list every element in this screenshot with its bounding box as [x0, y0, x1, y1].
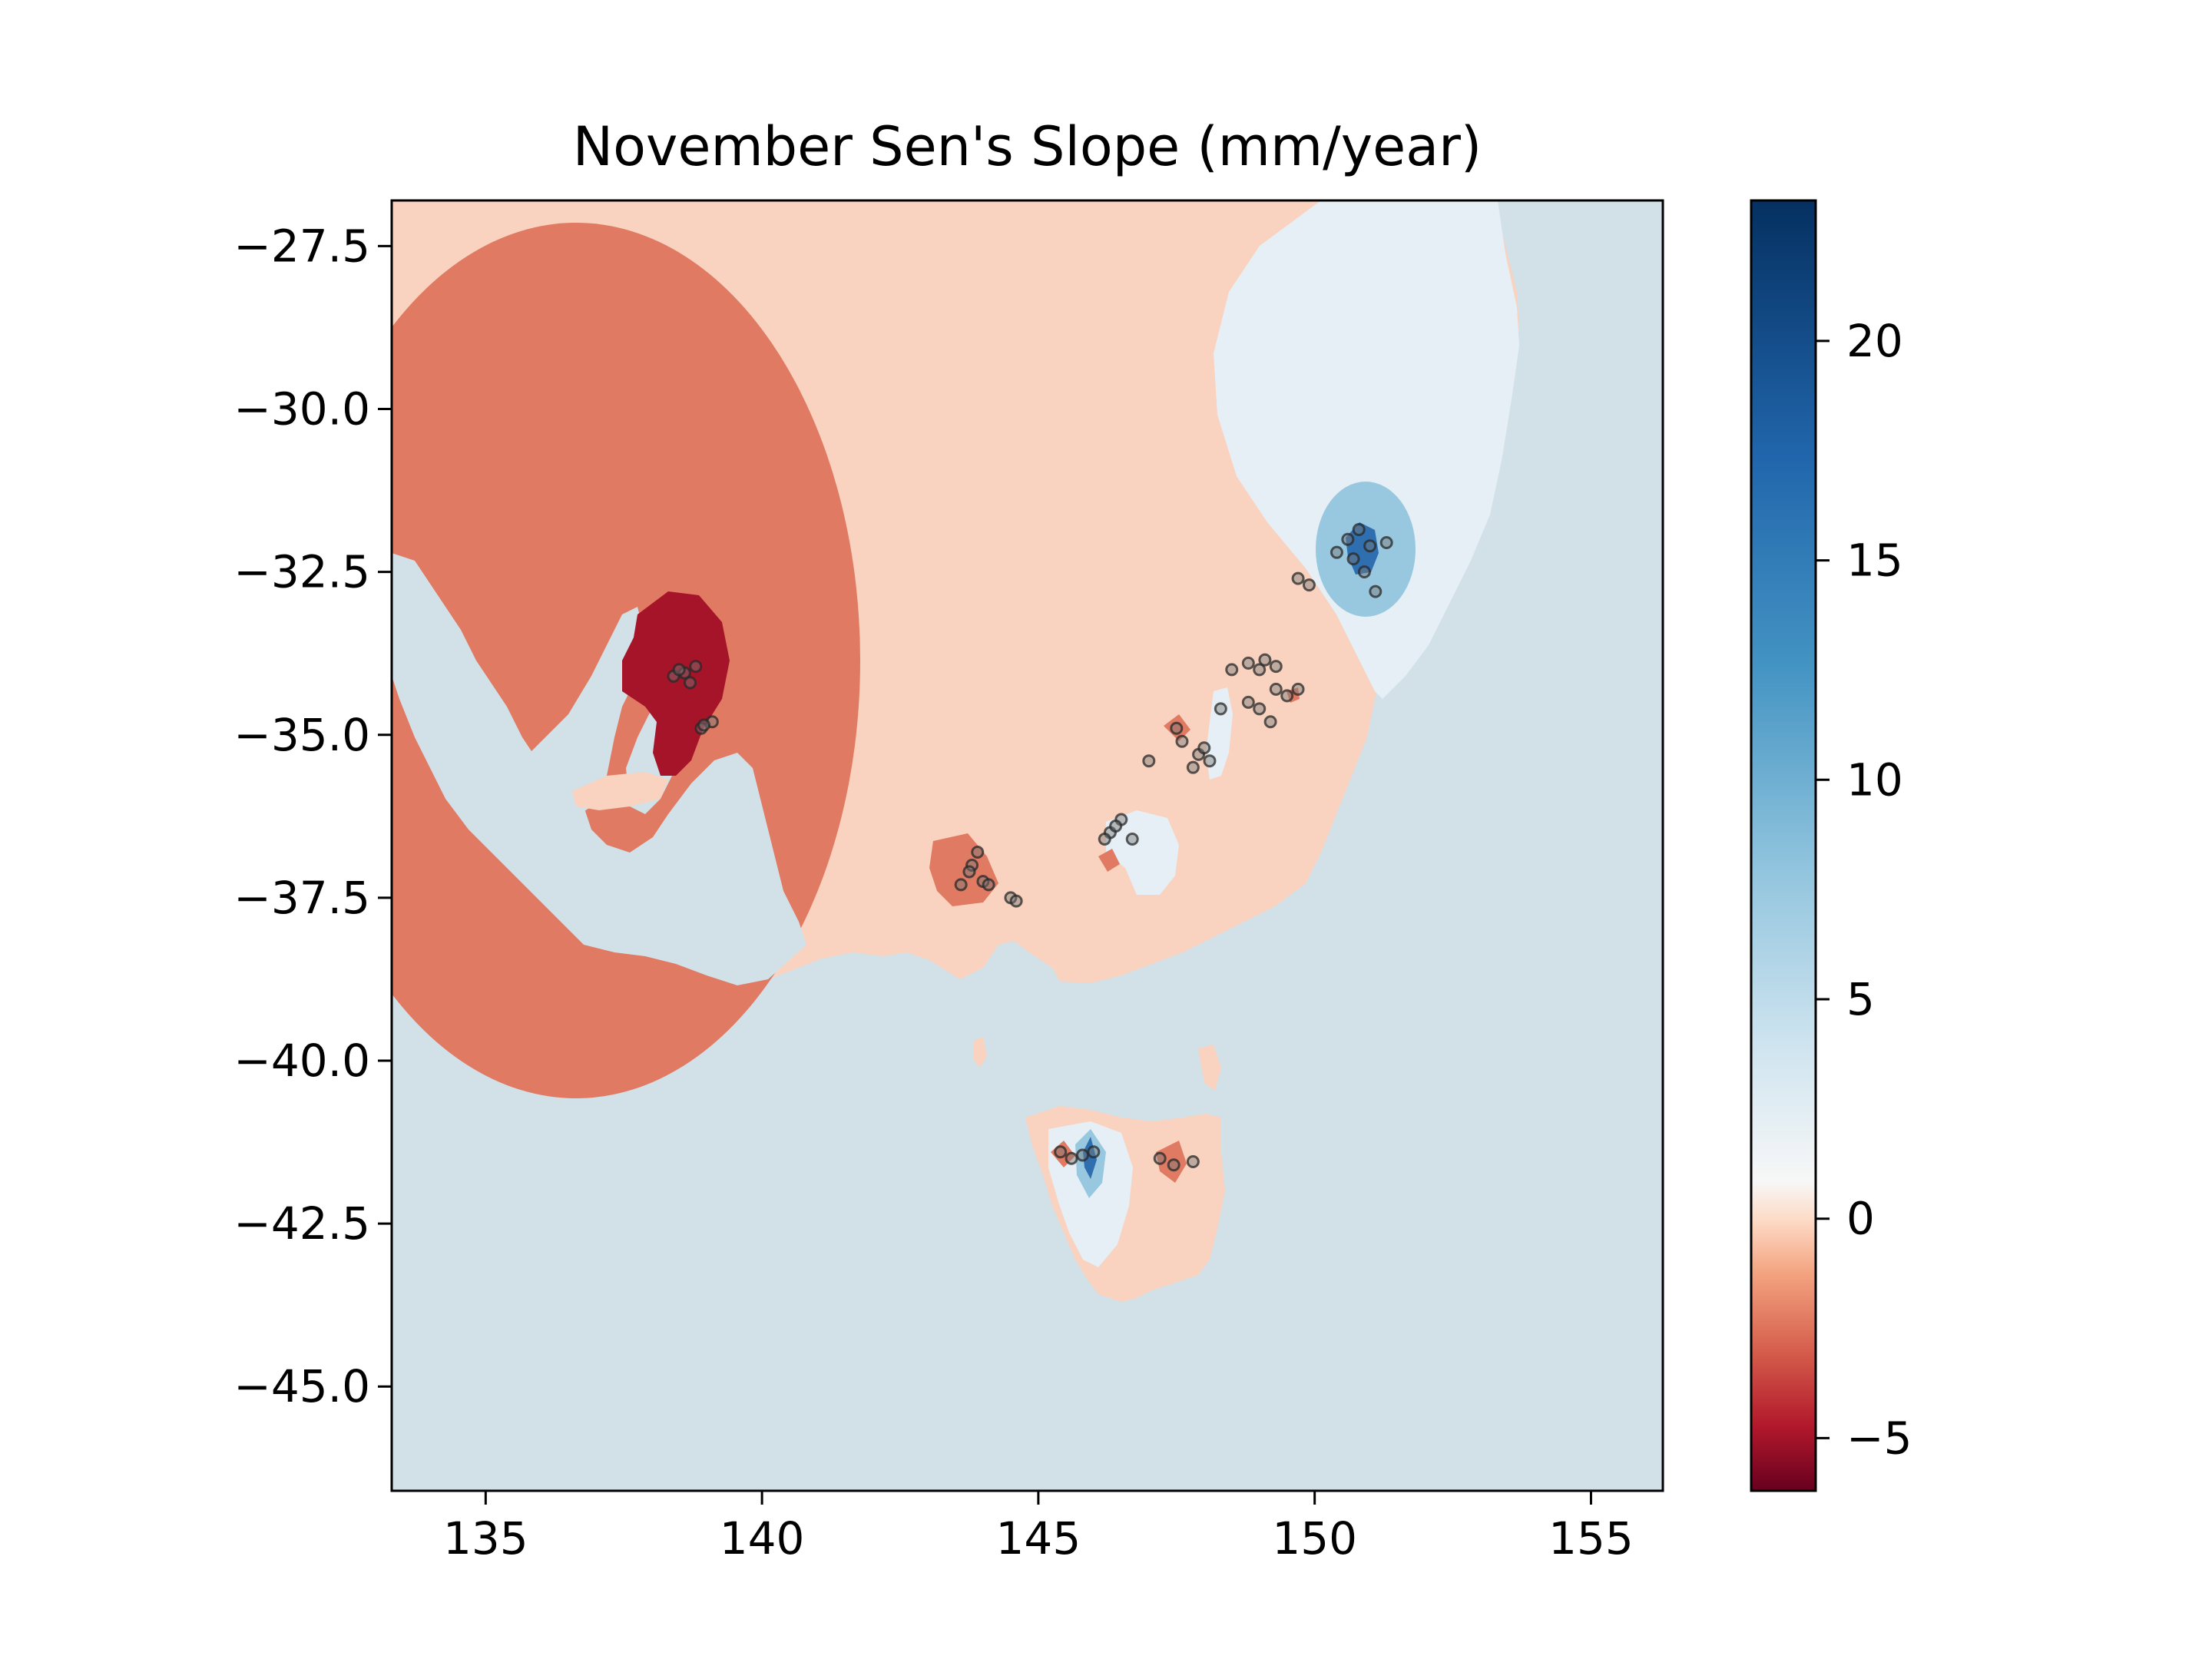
- station-marker: [1203, 754, 1217, 768]
- colorbar-tick-label: 10: [1846, 753, 1903, 806]
- station-marker: [1341, 532, 1355, 546]
- station-marker: [1075, 1148, 1089, 1162]
- station-marker: [1302, 578, 1316, 592]
- station-marker: [1186, 1155, 1200, 1169]
- station-marker: [965, 858, 979, 872]
- station-marker: [1197, 741, 1211, 755]
- region-positive-victoria: [1106, 810, 1179, 895]
- colorbar-tick-label: 5: [1846, 973, 1875, 1025]
- ocean-gulf-west: [392, 553, 806, 985]
- station-marker: [1098, 833, 1111, 846]
- colorbar: [1750, 199, 1817, 1492]
- station-marker: [1225, 663, 1239, 677]
- colorbar-tick-label: −5: [1846, 1412, 1912, 1464]
- ocean-spencer-gulf: [530, 607, 645, 822]
- station-marker: [1170, 721, 1184, 735]
- y-tick-label: −40.0: [233, 1035, 370, 1087]
- station-marker: [672, 663, 686, 677]
- station-marker: [1269, 682, 1283, 696]
- station-marker: [1379, 535, 1393, 549]
- station-marker: [1065, 1151, 1078, 1165]
- station-marker: [1253, 663, 1267, 677]
- colorbar-tick-label: 15: [1846, 535, 1903, 587]
- region-negative-tasmania-east: [1156, 1141, 1187, 1183]
- y-tick-label: −30.0: [233, 383, 370, 435]
- land-flinders-island: [1198, 1045, 1221, 1091]
- station-marker: [689, 660, 703, 674]
- station-marker: [1241, 695, 1255, 709]
- station-marker: [1186, 760, 1200, 774]
- station-marker: [1269, 660, 1283, 674]
- station-marker: [1142, 754, 1156, 768]
- land-king-island: [974, 1037, 987, 1068]
- map-plot-area: [392, 200, 1663, 1491]
- station-marker: [1369, 584, 1382, 598]
- station-marker: [1357, 565, 1371, 579]
- x-tick-label: 145: [996, 1512, 1081, 1565]
- station-marker: [971, 845, 985, 859]
- station-marker: [1153, 1151, 1167, 1165]
- station-marker: [962, 865, 976, 879]
- station-marker: [1175, 734, 1189, 748]
- x-tick-label: 135: [443, 1512, 528, 1565]
- region-negative-nsw-spot-1: [1164, 714, 1190, 741]
- colorbar-tick-label: 20: [1846, 315, 1903, 367]
- station-marker: [684, 676, 697, 690]
- station-marker: [697, 718, 711, 732]
- station-marker: [1241, 656, 1255, 670]
- station-marker: [982, 878, 995, 892]
- y-tick-label: −42.5: [233, 1197, 370, 1250]
- station-marker: [1109, 820, 1123, 833]
- y-tick-label: −45.0: [233, 1360, 370, 1412]
- station-marker: [1263, 715, 1277, 729]
- y-tick-label: −35.0: [233, 709, 370, 761]
- y-tick-label: −32.5: [233, 546, 370, 598]
- x-tick-label: 150: [1272, 1512, 1357, 1565]
- station-marker: [1258, 653, 1272, 667]
- station-marker: [1352, 522, 1366, 536]
- x-tick-label: 140: [720, 1512, 805, 1565]
- station-markers: [667, 522, 1393, 1172]
- land-kangaroo-island: [572, 772, 668, 810]
- station-marker: [1346, 552, 1360, 566]
- station-marker: [1009, 894, 1023, 908]
- station-marker: [1280, 689, 1294, 703]
- station-marker: [1087, 1145, 1101, 1159]
- station-marker: [1125, 833, 1139, 846]
- station-marker: [1291, 571, 1305, 585]
- station-marker: [1167, 1158, 1181, 1172]
- station-marker: [1054, 1145, 1068, 1159]
- region-strong-positive-east: [1346, 522, 1379, 575]
- chart-title: November Sen's Slope (mm/year): [572, 115, 1482, 178]
- colorbar-ticks: −5 0 5 10 15 20: [1816, 315, 1912, 1464]
- station-marker: [1363, 539, 1377, 553]
- station-marker: [1214, 702, 1227, 716]
- station-marker: [1330, 545, 1343, 559]
- y-axis: −27.5 −30.0 −32.5 −35.0 −37.5 −40.0 −42.5 −45.0: [233, 220, 392, 1412]
- x-tick-label: 155: [1548, 1512, 1634, 1565]
- region-negative-nsw-spot-2: [1098, 849, 1120, 872]
- y-tick-label: −27.5: [233, 220, 370, 272]
- x-axis: 135 140 145 150 155: [443, 1491, 1634, 1565]
- y-tick-label: −37.5: [233, 872, 370, 924]
- region-positive-east: [1214, 200, 1519, 699]
- plot-frame: [390, 199, 1664, 1492]
- station-marker: [1253, 702, 1267, 716]
- station-marker: [954, 878, 968, 892]
- station-marker: [1291, 682, 1305, 696]
- colorbar-tick-label: 0: [1846, 1193, 1875, 1245]
